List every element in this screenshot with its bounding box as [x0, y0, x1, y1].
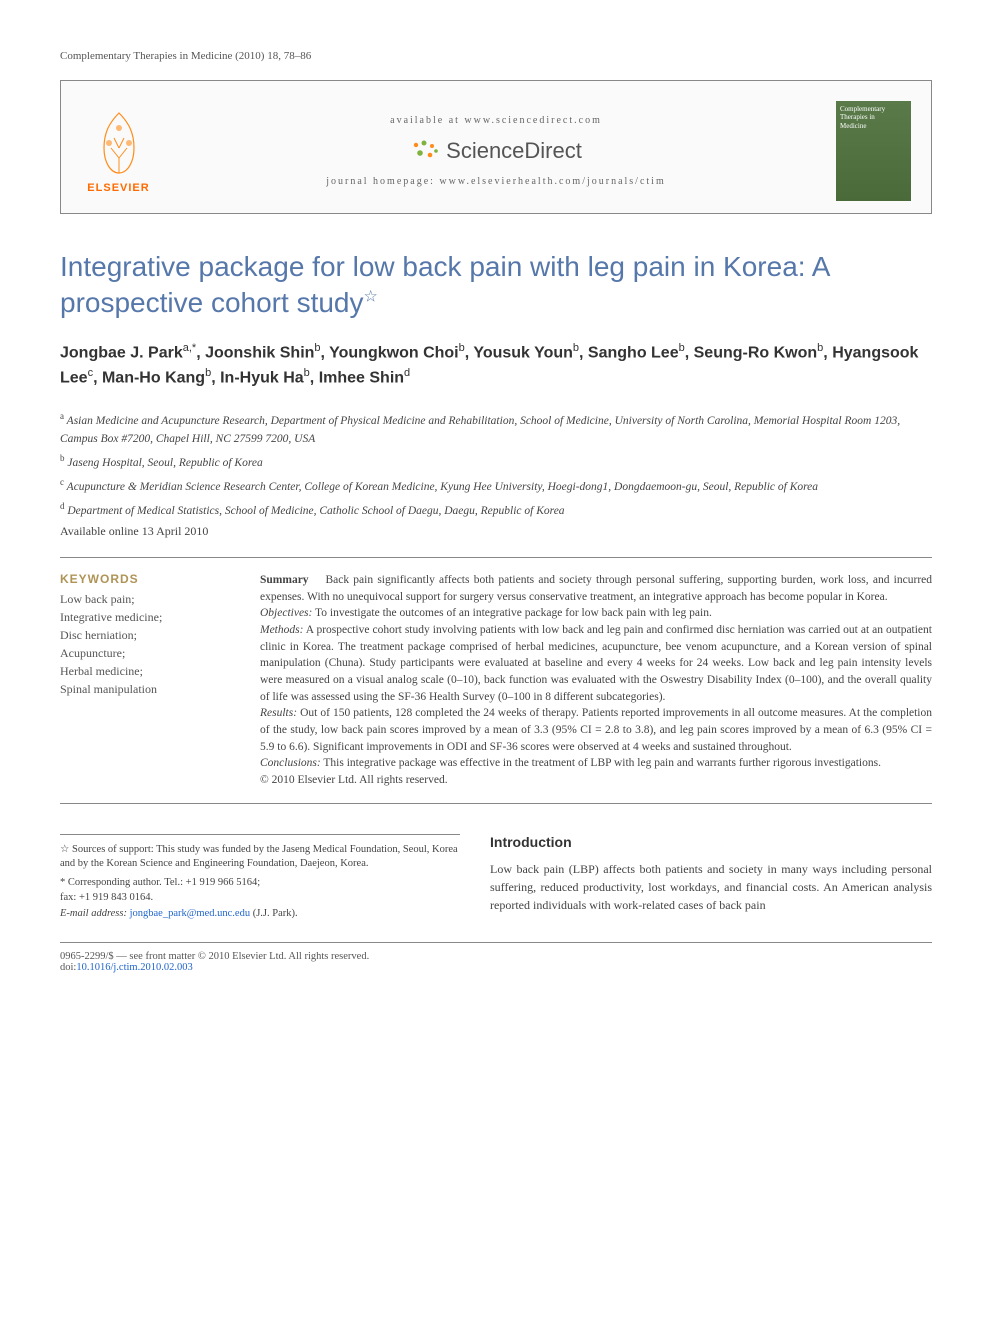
elsevier-wordmark: ELSEVIER — [87, 182, 149, 194]
corresponding-author-footnote: * Corresponding author. Tel.: +1 919 966… — [60, 876, 460, 905]
keywords-heading: KEYWORDS — [60, 572, 240, 586]
journal-cover-thumbnail: Complementary Therapies in Medicine — [836, 101, 911, 201]
corresponding-email-link[interactable]: jongbae_park@med.unc.edu — [130, 908, 250, 919]
summary-label: Summary — [260, 574, 309, 586]
abstract-keywords-row: KEYWORDS Low back pain;Integrative medic… — [60, 557, 932, 804]
affiliation-a: a Asian Medicine and Acupuncture Researc… — [60, 410, 932, 447]
sciencedirect-text: ScienceDirect — [446, 138, 582, 164]
bottom-bar: 0965-2299/$ — see front matter © 2010 El… — [60, 942, 932, 973]
author-list: Jongbae J. Parka,*, Joonshik Shinb, Youn… — [60, 340, 932, 391]
doi-label: doi: — [60, 962, 76, 973]
header-center: available at www.sciencedirect.com Scien… — [156, 115, 836, 187]
footer-columns: ☆ Sources of support: This study was fun… — [60, 834, 932, 922]
journal-homepage-text: journal homepage: www.elsevierhealth.com… — [156, 176, 836, 187]
email-footnote: E-mail address: jongbae_park@med.unc.edu… — [60, 907, 460, 922]
introduction-text: Low back pain (LBP) affects both patient… — [490, 860, 932, 914]
methods-text: A prospective cohort study involving pat… — [260, 624, 932, 703]
elsevier-logo: ELSEVIER — [81, 108, 156, 194]
journal-cover-title: Complementary Therapies in Medicine — [836, 101, 911, 134]
available-at-text: available at www.sciencedirect.com — [156, 115, 836, 126]
journal-header-box: ELSEVIER available at www.sciencedirect.… — [60, 80, 932, 214]
abstract-column: Summary Back pain significantly affects … — [260, 572, 932, 789]
running-head: Complementary Therapies in Medicine (201… — [60, 50, 932, 62]
sciencedirect-dots-icon — [410, 139, 440, 163]
conclusions-text: This integrative package was effective i… — [323, 757, 881, 769]
sources-footnote: ☆ Sources of support: This study was fun… — [60, 843, 460, 872]
front-matter-text: 0965-2299/$ — see front matter © 2010 El… — [60, 951, 369, 962]
affiliation-b: b Jaseng Hospital, Seoul, Republic of Ko… — [60, 452, 932, 472]
conclusions-label: Conclusions: — [260, 757, 321, 769]
results-text: Out of 150 patients, 128 completed the 2… — [260, 707, 932, 752]
elsevier-tree-icon — [89, 108, 149, 178]
footnotes-column: ☆ Sources of support: This study was fun… — [60, 834, 460, 922]
keywords-list: Low back pain;Integrative medicine;Disc … — [60, 590, 240, 698]
article-page: Complementary Therapies in Medicine (201… — [0, 0, 992, 1003]
affiliation-d: d Department of Medical Statistics, Scho… — [60, 500, 932, 520]
abstract-copyright: © 2010 Elsevier Ltd. All rights reserved… — [260, 774, 448, 786]
summary-text: Back pain significantly affects both pat… — [260, 574, 932, 603]
results-label: Results: — [260, 707, 297, 719]
title-footnote-star: ☆ — [364, 289, 378, 306]
objectives-text: To investigate the outcomes of an integr… — [315, 607, 712, 619]
introduction-column: Introduction Low back pain (LBP) affects… — [490, 834, 932, 922]
introduction-heading: Introduction — [490, 834, 932, 850]
affiliation-c: c Acupuncture & Meridian Science Researc… — [60, 476, 932, 496]
available-online-date: Available online 13 April 2010 — [60, 524, 932, 539]
article-title: Integrative package for low back pain wi… — [60, 249, 932, 322]
methods-label: Methods: — [260, 624, 303, 636]
sciencedirect-logo[interactable]: ScienceDirect — [156, 138, 836, 164]
objectives-label: Objectives: — [260, 607, 312, 619]
keywords-column: KEYWORDS Low back pain;Integrative medic… — [60, 572, 240, 789]
doi-link[interactable]: 10.1016/j.ctim.2010.02.003 — [76, 962, 192, 973]
affiliations-block: a Asian Medicine and Acupuncture Researc… — [60, 410, 932, 520]
